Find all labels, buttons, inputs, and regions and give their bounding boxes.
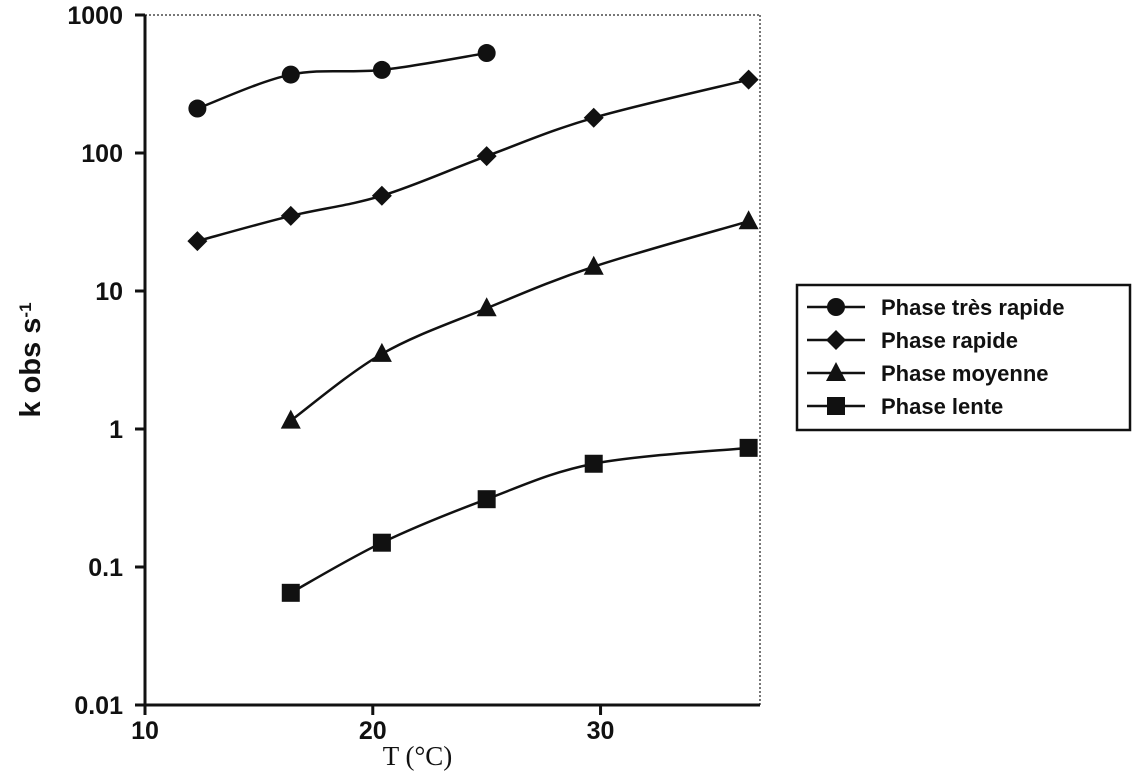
series-triangle	[280, 210, 759, 429]
series-line	[290, 446, 749, 594]
data-point-diamond	[738, 69, 759, 90]
data-point-square	[584, 454, 603, 473]
data-point-diamond	[187, 231, 208, 252]
series-diamond	[187, 69, 759, 252]
y-axis-title-superscript: -1	[16, 302, 35, 317]
data-point-square	[372, 533, 391, 552]
x-axis-title: T (°C)	[383, 741, 453, 771]
legend-marker-square	[827, 397, 845, 415]
legend-label: Phase moyenne	[881, 361, 1049, 386]
x-tick-label: 20	[359, 717, 387, 745]
series-line	[290, 220, 749, 422]
data-point-triangle	[371, 342, 392, 362]
data-point-circle	[281, 65, 300, 84]
data-point-triangle	[738, 210, 759, 230]
data-point-diamond	[583, 107, 604, 128]
y-tick-label: 10	[95, 278, 123, 306]
data-point-diamond	[371, 185, 392, 206]
legend-label: Phase rapide	[881, 328, 1018, 353]
series-square	[281, 438, 758, 602]
data-point-square	[281, 583, 300, 602]
legend-label: Phase très rapide	[881, 295, 1064, 320]
data-point-triangle	[280, 409, 301, 429]
series-circle	[188, 44, 496, 118]
series-line	[197, 78, 749, 243]
y-tick-label: 0.01	[74, 692, 123, 720]
legend-marker-triangle	[826, 362, 846, 381]
legend-marker-diamond	[826, 330, 846, 350]
data-point-triangle	[476, 297, 497, 317]
data-point-square	[477, 490, 496, 509]
y-axis-title-text: k obs s-1	[15, 302, 47, 417]
y-tick-label: 100	[81, 140, 123, 168]
data-point-square	[739, 438, 758, 457]
legend-label: Phase lente	[881, 394, 1003, 419]
legend-marker-circle	[827, 298, 845, 316]
x-tick-label: 10	[131, 717, 159, 745]
data-point-circle	[372, 60, 391, 79]
y-tick-label: 1000	[67, 2, 123, 30]
series-line	[196, 51, 487, 110]
data-point-diamond	[280, 205, 301, 226]
y-axis-title: k obs s-1	[15, 302, 47, 417]
y-tick-label: 1	[109, 416, 123, 444]
data-point-circle	[477, 44, 496, 63]
data-point-triangle	[583, 255, 604, 275]
data-point-diamond	[476, 146, 497, 167]
y-tick-label: 0.1	[88, 554, 123, 582]
x-tick-label: 30	[587, 717, 615, 745]
data-point-circle	[188, 99, 207, 118]
